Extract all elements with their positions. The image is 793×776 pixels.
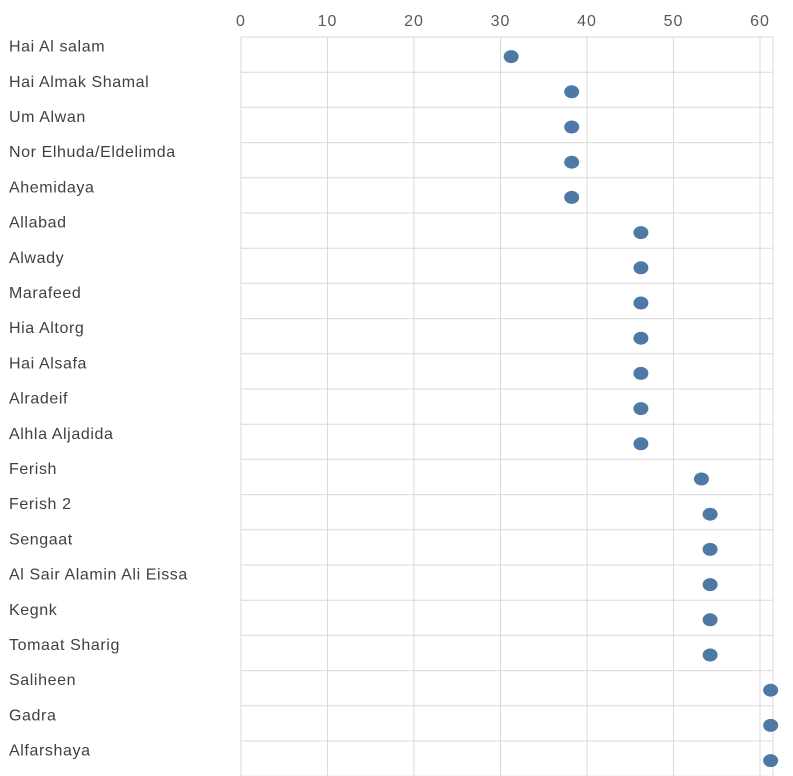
- data-point: [564, 85, 580, 99]
- data-point: [633, 331, 649, 345]
- category-labels: Hai Al salam Hai Almak Shamal Um Alwan Nor …: [9, 39, 188, 760]
- category-label: Hai Alsafa: [9, 355, 87, 372]
- category-label: Alwady: [9, 250, 64, 267]
- category-label: Hai Almak Shamal: [9, 74, 149, 91]
- category-label: Hai Al salam: [9, 39, 105, 56]
- data-point: [633, 226, 649, 240]
- x-axis-tick-labels: 0 10 20 30 40 50 60: [236, 13, 770, 30]
- data-point: [633, 366, 649, 380]
- category-label: Kegnk: [9, 602, 58, 619]
- category-label: Saliheen: [9, 672, 76, 689]
- category-label: Alhla Aljadida: [9, 426, 113, 443]
- category-label: Nor Elhuda/Eldelimda: [9, 144, 176, 161]
- data-point: [702, 578, 718, 592]
- category-label: Alfarshaya: [9, 743, 91, 760]
- data-point: [702, 648, 718, 662]
- category-label: Marafeed: [9, 285, 81, 302]
- data-point: [763, 683, 779, 697]
- category-label: Ferish 2: [9, 496, 72, 513]
- category-label: Sengaat: [9, 531, 73, 548]
- data-point: [693, 472, 709, 486]
- x-tick-label: 20: [404, 13, 424, 30]
- data-points: [503, 50, 779, 768]
- category-label: Ahemidaya: [9, 179, 94, 196]
- category-label: Hia Altorg: [9, 320, 84, 337]
- data-point: [633, 402, 649, 416]
- data-point: [702, 613, 718, 627]
- category-label: Alradeif: [9, 391, 68, 408]
- data-point: [702, 507, 718, 521]
- data-point: [763, 754, 779, 768]
- data-point: [503, 50, 519, 64]
- data-point: [564, 120, 580, 134]
- category-label: Tomaat Sharig: [9, 637, 120, 654]
- data-point: [633, 296, 649, 310]
- category-label: Al Sair Alamin Ali Eissa: [9, 567, 188, 584]
- category-label: Gadra: [9, 707, 56, 724]
- x-tick-label: 10: [318, 13, 338, 30]
- data-point: [633, 437, 649, 451]
- category-label: Ferish: [9, 461, 57, 478]
- category-label: Allabad: [9, 215, 67, 232]
- x-tick-label: 40: [577, 13, 597, 30]
- data-point: [633, 261, 649, 275]
- x-tick-label: 60: [750, 13, 770, 30]
- category-label: Um Alwan: [9, 109, 86, 126]
- data-point: [564, 190, 580, 204]
- x-tick-label: 30: [491, 13, 511, 30]
- x-tick-label: 0: [236, 13, 246, 30]
- data-point: [702, 542, 718, 556]
- x-tick-label: 50: [664, 13, 684, 30]
- data-point: [763, 718, 779, 732]
- data-point: [564, 155, 580, 169]
- grid-lines: [240, 36, 774, 776]
